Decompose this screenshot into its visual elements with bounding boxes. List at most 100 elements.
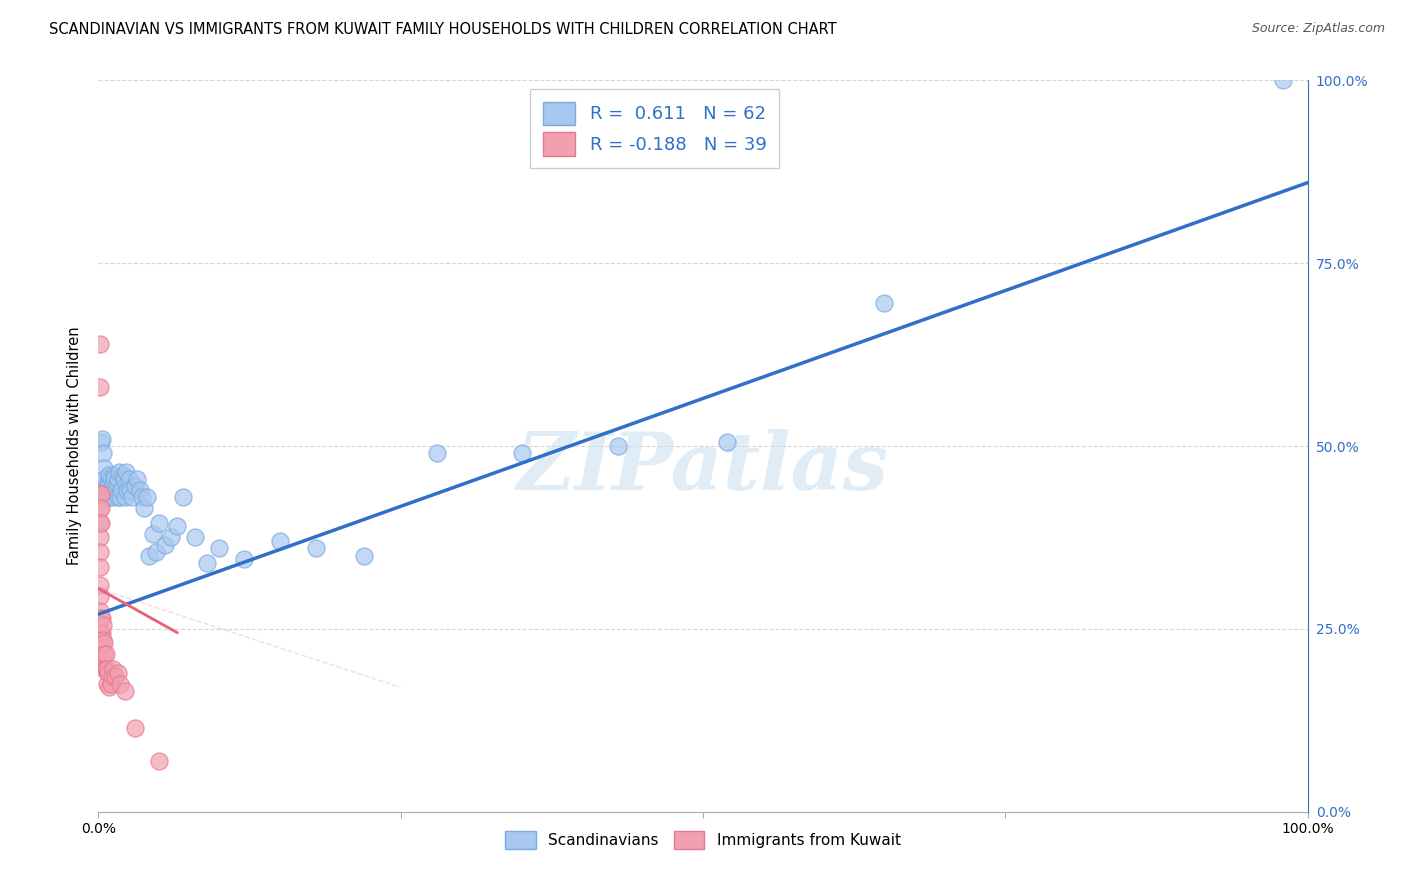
Point — [142, 526, 165, 541]
Point — [103, 472, 125, 486]
Point — [89, 545, 111, 559]
Point — [426, 446, 449, 460]
Point — [160, 530, 183, 544]
Point — [91, 618, 114, 632]
Point — [100, 669, 122, 683]
Point — [107, 472, 129, 486]
Point — [100, 486, 122, 500]
Point — [94, 662, 117, 676]
Point — [89, 578, 111, 592]
Point — [118, 483, 141, 497]
Point — [89, 530, 111, 544]
Point — [93, 648, 115, 662]
Point — [91, 432, 114, 446]
Text: ZIPatlas: ZIPatlas — [517, 429, 889, 507]
Point — [117, 483, 139, 497]
Text: Source: ZipAtlas.com: Source: ZipAtlas.com — [1251, 22, 1385, 36]
Point — [114, 490, 136, 504]
Point — [93, 636, 115, 650]
Point — [91, 655, 114, 669]
Point — [128, 483, 150, 497]
Point — [97, 472, 120, 486]
Point — [131, 490, 153, 504]
Point — [89, 336, 111, 351]
Point — [89, 559, 111, 574]
Point — [112, 472, 135, 486]
Point — [138, 549, 160, 563]
Point — [90, 611, 112, 625]
Point — [127, 472, 149, 486]
Point — [100, 479, 122, 493]
Point — [607, 439, 630, 453]
Point — [96, 486, 118, 500]
Point — [305, 541, 328, 556]
Point — [93, 472, 115, 486]
Point — [232, 552, 254, 566]
Point — [100, 676, 122, 690]
Point — [91, 625, 114, 640]
Point — [172, 490, 194, 504]
Point — [91, 632, 114, 647]
Point — [101, 475, 124, 490]
Point — [101, 490, 124, 504]
Point — [107, 490, 129, 504]
Point — [89, 380, 111, 394]
Point — [96, 483, 118, 497]
Point — [353, 549, 375, 563]
Point — [93, 662, 115, 676]
Point — [108, 676, 131, 690]
Point — [89, 501, 111, 516]
Point — [98, 681, 121, 695]
Point — [716, 435, 738, 450]
Point — [148, 754, 170, 768]
Point — [145, 545, 167, 559]
Point — [195, 556, 218, 570]
Point — [873, 296, 896, 310]
Point — [91, 446, 114, 460]
Point — [94, 490, 117, 504]
Point — [105, 475, 128, 490]
Point — [94, 479, 117, 493]
Point — [90, 486, 112, 500]
Legend: Scandinavians, Immigrants from Kuwait: Scandinavians, Immigrants from Kuwait — [499, 824, 907, 855]
Point — [96, 662, 118, 676]
Point — [1272, 73, 1295, 87]
Point — [110, 483, 132, 497]
Point — [104, 483, 127, 497]
Point — [98, 490, 121, 504]
Point — [208, 541, 231, 556]
Point — [115, 465, 138, 479]
Point — [96, 676, 118, 690]
Point — [111, 468, 134, 483]
Point — [103, 468, 125, 483]
Point — [93, 461, 115, 475]
Point — [184, 530, 207, 544]
Point — [90, 516, 112, 530]
Point — [166, 519, 188, 533]
Point — [89, 486, 111, 500]
Point — [134, 501, 156, 516]
Point — [94, 648, 117, 662]
Point — [114, 684, 136, 698]
Point — [90, 501, 112, 516]
Point — [98, 468, 121, 483]
Point — [97, 665, 120, 680]
Point — [97, 479, 120, 493]
Point — [104, 669, 127, 683]
Point — [91, 651, 114, 665]
Point — [89, 589, 111, 603]
Point — [121, 490, 143, 504]
Point — [124, 479, 146, 493]
Point — [91, 640, 114, 655]
Point — [89, 516, 111, 530]
Point — [91, 611, 114, 625]
Point — [108, 465, 131, 479]
Point — [107, 665, 129, 680]
Text: SCANDINAVIAN VS IMMIGRANTS FROM KUWAIT FAMILY HOUSEHOLDS WITH CHILDREN CORRELATI: SCANDINAVIAN VS IMMIGRANTS FROM KUWAIT F… — [49, 22, 837, 37]
Point — [89, 603, 111, 617]
Point — [148, 516, 170, 530]
Point — [118, 472, 141, 486]
Point — [153, 538, 176, 552]
Point — [269, 534, 291, 549]
Point — [90, 625, 112, 640]
